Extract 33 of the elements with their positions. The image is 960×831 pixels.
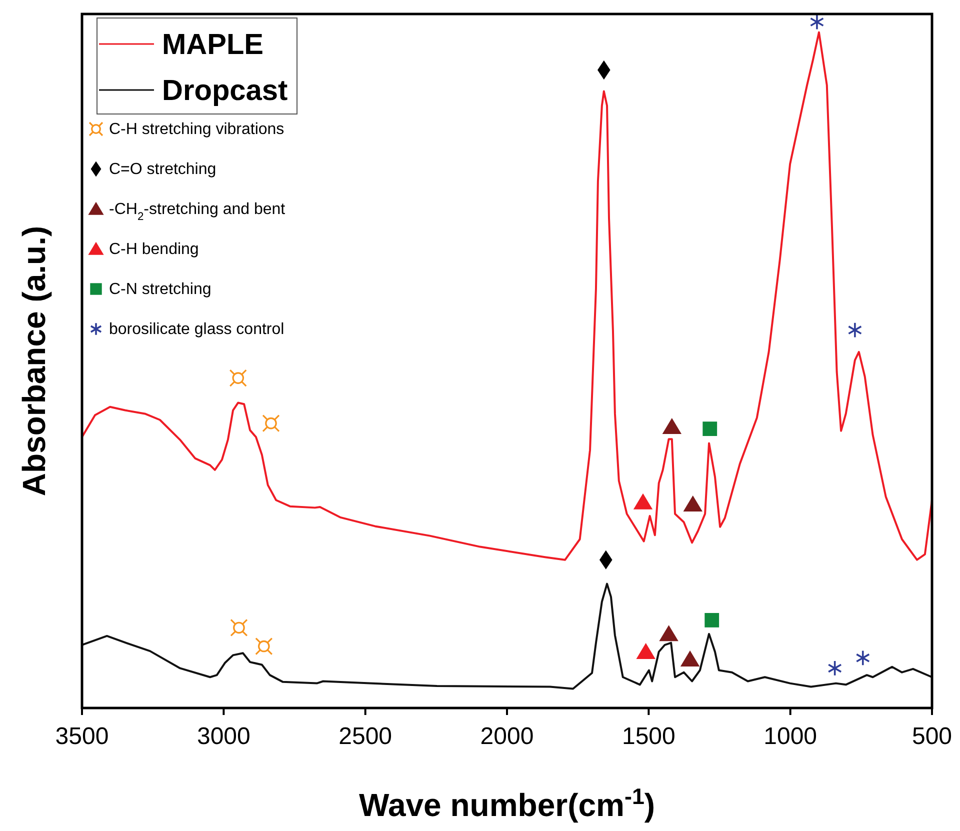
x-tick-label: 2500 <box>338 723 392 750</box>
point <box>683 495 702 512</box>
point <box>633 493 653 510</box>
legend-label: C=O stretching <box>109 161 216 178</box>
x-tick-label: 2000 <box>480 723 534 750</box>
legend-label: Dropcast <box>162 75 288 107</box>
x-tick-label: 3000 <box>196 723 250 750</box>
point <box>848 322 862 338</box>
point <box>828 660 842 676</box>
legend-label: C-H bending <box>109 241 199 258</box>
legend-label: C-H stretching vibrations <box>109 121 284 138</box>
legend-label: -CH$_{2}$-stretching and bent <box>109 201 286 223</box>
y-axis-title: Absorbance (a.u.) <box>16 226 52 496</box>
x-tick-label: 500 <box>912 723 952 750</box>
point <box>662 418 682 434</box>
legend-label: C-N stretching <box>109 281 212 298</box>
point <box>856 650 870 666</box>
point <box>680 650 700 666</box>
point <box>704 612 720 628</box>
point <box>659 625 678 642</box>
x-tick-label: 3500 <box>55 723 109 750</box>
legend-label: MAPLE <box>162 29 264 61</box>
point <box>702 422 718 436</box>
point <box>230 618 248 637</box>
legend-label: borosilicate glass control <box>109 321 284 338</box>
x-axis-title: Wave number(cm$^{-1}$) <box>358 784 656 823</box>
point <box>636 642 656 659</box>
x-tick-label: 1500 <box>622 723 676 750</box>
point <box>262 414 280 432</box>
point <box>229 369 247 387</box>
x-tick-label: 1000 <box>764 723 818 750</box>
point <box>255 637 273 656</box>
point <box>810 14 824 30</box>
